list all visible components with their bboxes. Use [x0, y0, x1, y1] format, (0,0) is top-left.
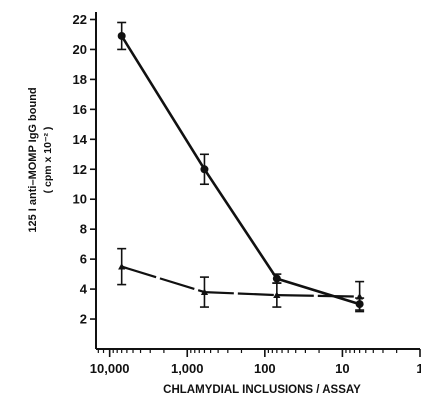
y-tick-label: 6: [80, 252, 87, 267]
data-point: [117, 31, 126, 40]
data-point: [273, 291, 281, 298]
data-point: [200, 165, 209, 174]
x-tick-label: 100: [254, 361, 276, 376]
y-axis-title-units: ( cpm x 10⁻² ): [42, 127, 54, 194]
y-tick-label: 2: [80, 312, 87, 327]
y-tick-label: 14: [73, 132, 88, 147]
x-axis-title: CHLAMYDIAL INCLUSIONS / ASSAY: [163, 384, 361, 396]
y-tick-label: 18: [73, 72, 87, 87]
series-1: [117, 21, 365, 311]
y-axis-title: 125 I anti–MOMP IgG bound: [27, 87, 39, 232]
x-tick-label: 1,000: [171, 361, 204, 376]
y-axis-ticks: 2 4 6 8 10 12 14 16 18 20 22: [73, 12, 96, 327]
series-layer: [117, 21, 365, 313]
data-point: [200, 288, 209, 295]
data-point: [356, 293, 364, 300]
series-line: [120, 35, 360, 306]
x-tick-label: 10: [335, 361, 349, 376]
y-tick-label: 12: [73, 162, 87, 177]
data-point: [118, 263, 126, 270]
y-tick-label: 22: [73, 12, 87, 27]
series-line: [121, 265, 360, 298]
y-tick-label: 4: [80, 282, 88, 297]
y-tick-label: 20: [73, 42, 87, 57]
axes: [95, 12, 420, 350]
y-tick-label: 10: [73, 192, 87, 207]
y-tick-label: 8: [80, 222, 87, 237]
y-tick-label: 16: [73, 102, 87, 117]
series-2: [117, 247, 365, 313]
x-tick-label: 10,000: [90, 361, 130, 376]
x-tick-label: 1: [416, 361, 421, 376]
x-axis-ticks: 10,000 1,000 100 10 1: [90, 349, 421, 376]
data-point: [272, 274, 281, 283]
